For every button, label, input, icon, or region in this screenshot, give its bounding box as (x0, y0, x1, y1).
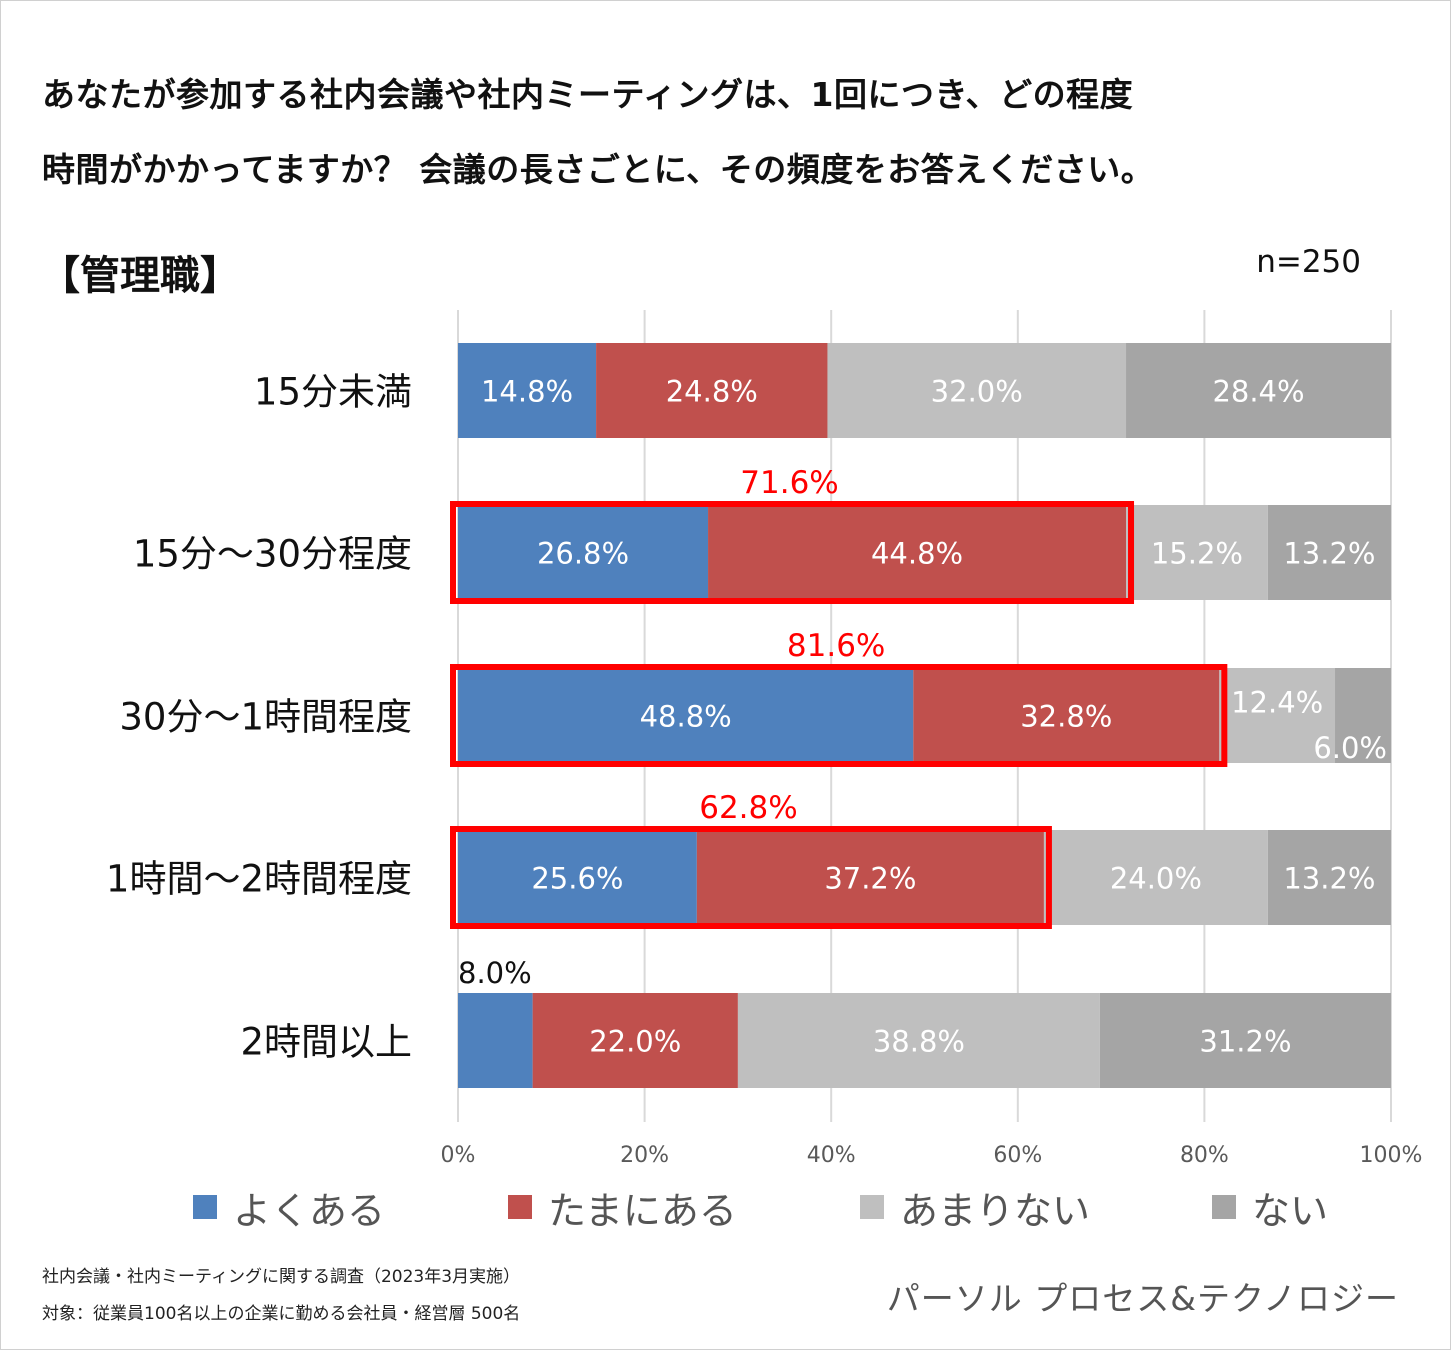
highlight-box (450, 826, 1052, 929)
highlight-total-label: 62.8% (699, 790, 797, 826)
chart-title-line1: あなたが参加する社内会議や社内ミーティングは、1回につき、どの程度 (42, 75, 1134, 114)
legend-label-sometimes: たまにある (548, 1188, 737, 1233)
data-label: 26.8% (537, 537, 629, 571)
bar-segment (458, 343, 597, 438)
x-tick-label: 100% (1360, 1143, 1423, 1168)
category-label: 30分～1時間程度 (119, 696, 412, 739)
data-label: 13.2% (1283, 862, 1375, 896)
data-label: 28.4% (1212, 375, 1304, 409)
category-label: 15分未満 (254, 371, 412, 414)
x-tick-label: 80% (1180, 1143, 1229, 1168)
bar-segment (532, 993, 738, 1088)
bar-segment (1126, 505, 1268, 600)
legend-item-sometimes: たまにある (508, 1185, 737, 1233)
category-label: 2時間以上 (240, 1021, 412, 1064)
legend-swatch-never (1212, 1195, 1236, 1219)
category-label: 1時間～2時間程度 (106, 858, 412, 901)
bar-segment (1126, 343, 1391, 438)
bar-segment (458, 830, 697, 925)
highlight-box (450, 501, 1135, 604)
legend-label-never: ない (1252, 1188, 1329, 1233)
data-label: 8.0% (458, 956, 532, 990)
data-label: 24.0% (1110, 862, 1202, 896)
x-tick-label: 60% (993, 1143, 1042, 1168)
data-label: 32.0% (931, 375, 1023, 409)
data-label: 31.2% (1199, 1025, 1291, 1059)
legend-swatch-rarely (860, 1195, 884, 1219)
data-label: 13.2% (1283, 537, 1375, 571)
bar-segment (1267, 505, 1391, 600)
bar-segment (1099, 993, 1391, 1088)
data-label: 38.8% (873, 1025, 965, 1059)
bar-segment (737, 993, 1100, 1088)
data-label: 24.8% (666, 375, 758, 409)
bar-segment (1267, 830, 1391, 925)
data-label: 25.6% (531, 862, 623, 896)
bar-segment (596, 343, 828, 438)
data-label: 15.2% (1151, 537, 1243, 571)
chart-title-line2: 時間がかかってますか？ 会議の長さごとに、その頻度をお答えください。 (42, 150, 1155, 189)
x-tick-label: 0% (441, 1143, 476, 1168)
bar-segment (827, 343, 1127, 438)
category-label: 15分～30分程度 (133, 533, 412, 576)
data-label: 14.8% (481, 375, 573, 409)
data-label: 32.8% (1020, 700, 1112, 734)
segment-label: 【管理職】 (40, 253, 240, 299)
bar-segment (458, 505, 709, 600)
bar-segment (1043, 830, 1268, 925)
highlight-total-label: 71.6% (740, 465, 838, 501)
highlight-total-label: 81.6% (787, 628, 885, 664)
data-label: 37.2% (824, 862, 916, 896)
bar-segment (913, 668, 1220, 763)
data-label: 48.8% (640, 700, 732, 734)
legend-label-often: よくある (233, 1188, 386, 1233)
bar-segment (696, 830, 1044, 925)
bar-segment (708, 505, 1127, 600)
legend-item-often: よくある (193, 1185, 385, 1233)
legend-item-never: ない (1212, 1185, 1328, 1233)
data-label: 22.0% (589, 1025, 681, 1059)
legend-item-rarely: あまりない (860, 1185, 1090, 1233)
bar-segment (1219, 668, 1336, 763)
legend-swatch-often (193, 1195, 217, 1219)
brand-logo: パーソル プロセス&テクノロジー (886, 1279, 1399, 1318)
x-tick-label: 40% (807, 1143, 856, 1168)
bar-segment (1335, 668, 1391, 763)
data-label: 6.0% (1313, 731, 1387, 765)
bar-segment (458, 668, 914, 763)
legend-swatch-sometimes (508, 1195, 532, 1219)
data-label: 12.4% (1231, 686, 1323, 720)
data-label: 44.8% (871, 537, 963, 571)
x-tick-label: 20% (620, 1143, 669, 1168)
highlight-box (450, 664, 1228, 767)
legend-label-rarely: あまりない (900, 1188, 1091, 1233)
sample-size: n=250 (1256, 244, 1361, 280)
bar-segment (458, 993, 533, 1088)
footnote-target: 対象：従業員100名以上の企業に勤める会社員・経営層 500名 (42, 1304, 521, 1324)
footnote-survey: 社内会議・社内ミーティングに関する調査（2023年3月実施） (42, 1267, 521, 1287)
stacked-bar-chart: 0% 20% 40% 60% 80% 100% 15分未満 14.8% 24.8% 32.0% 28… (106, 310, 1423, 1168)
